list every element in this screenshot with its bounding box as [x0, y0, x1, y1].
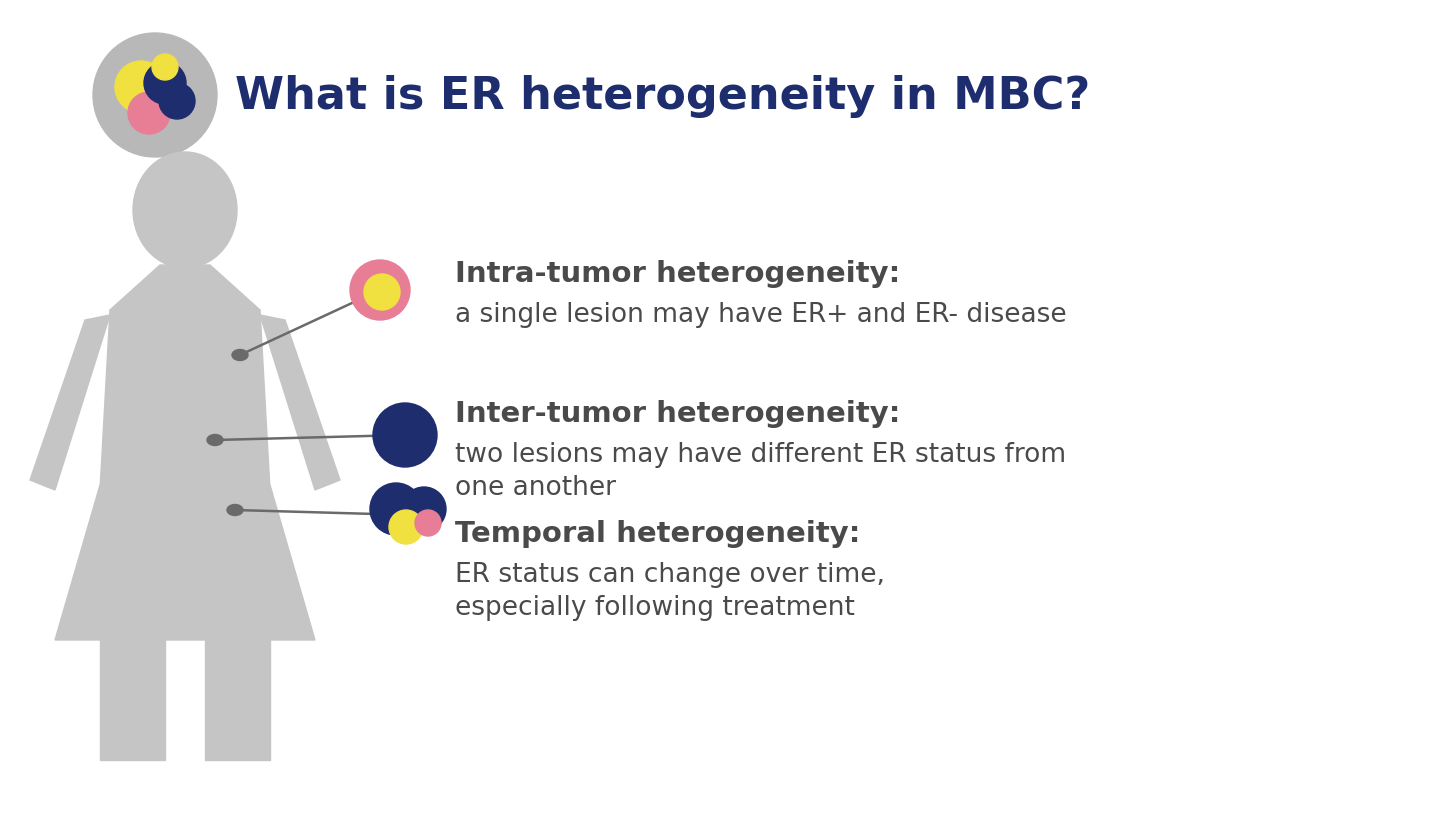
Text: two lesions may have different ER status from
one another: two lesions may have different ER status…	[455, 442, 1066, 501]
Text: ER status can change over time,
especially following treatment: ER status can change over time, especial…	[455, 562, 885, 621]
Text: a single lesion may have ER+ and ER- disease: a single lesion may have ER+ and ER- dis…	[455, 302, 1067, 328]
Circle shape	[350, 260, 410, 320]
Ellipse shape	[227, 504, 243, 516]
Ellipse shape	[133, 152, 237, 268]
Polygon shape	[30, 315, 110, 490]
Circle shape	[93, 33, 217, 157]
Circle shape	[114, 61, 167, 113]
Circle shape	[159, 83, 195, 119]
Ellipse shape	[207, 434, 223, 446]
Circle shape	[371, 483, 421, 535]
Polygon shape	[110, 265, 261, 310]
Circle shape	[152, 54, 178, 80]
Circle shape	[363, 274, 400, 310]
Circle shape	[390, 510, 423, 544]
Polygon shape	[261, 315, 340, 490]
Text: Inter-tumor heterogeneity:: Inter-tumor heterogeneity:	[455, 400, 901, 428]
Circle shape	[143, 62, 185, 104]
Circle shape	[374, 403, 437, 467]
Polygon shape	[100, 640, 165, 760]
Text: What is ER heterogeneity in MBC?: What is ER heterogeneity in MBC?	[235, 76, 1090, 118]
Circle shape	[416, 510, 442, 536]
Polygon shape	[100, 310, 269, 490]
Polygon shape	[55, 485, 316, 640]
Text: Temporal heterogeneity:: Temporal heterogeneity:	[455, 520, 860, 548]
Text: Intra-tumor heterogeneity:: Intra-tumor heterogeneity:	[455, 260, 901, 288]
Ellipse shape	[232, 350, 248, 360]
Circle shape	[127, 92, 169, 134]
Circle shape	[403, 487, 446, 531]
Polygon shape	[206, 640, 269, 760]
